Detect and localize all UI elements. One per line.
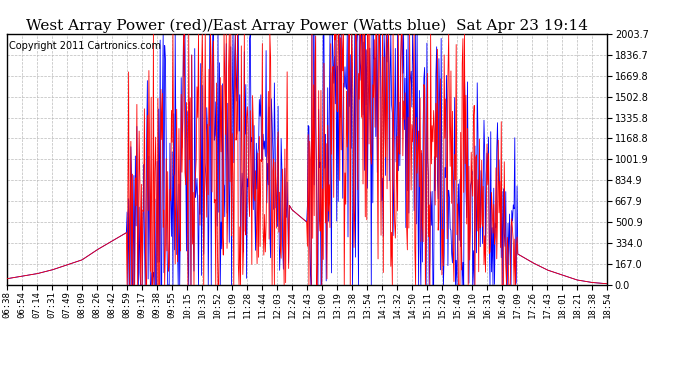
Title: West Array Power (red)/East Array Power (Watts blue)  Sat Apr 23 19:14: West Array Power (red)/East Array Power … (26, 18, 588, 33)
Text: Copyright 2011 Cartronics.com: Copyright 2011 Cartronics.com (9, 41, 161, 51)
